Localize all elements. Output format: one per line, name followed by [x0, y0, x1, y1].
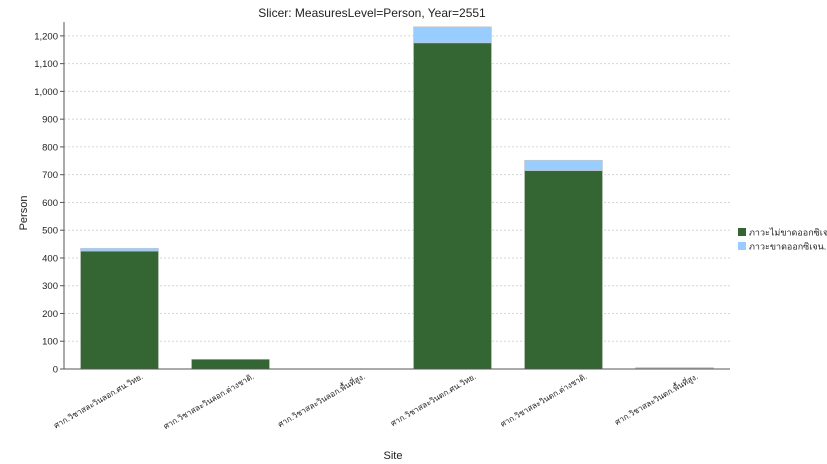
x-axis-label: Site [384, 450, 403, 462]
y-axis-label: Person [18, 196, 30, 231]
bar-segment-min [635, 367, 714, 369]
bar-segment-1 [80, 250, 159, 370]
y-tick-label: 500 [42, 226, 58, 237]
y-tick-label: 100 [42, 337, 58, 348]
bar-segment-1 [413, 42, 492, 370]
gridlines [64, 35, 730, 342]
y-tick-label: 600 [42, 198, 58, 209]
x-tick-label: ศาก.วิชาสละวินลอก.ศน.วิทย. [52, 372, 144, 430]
y-tick-label: 300 [42, 281, 58, 292]
legend-label: ภาวะไม่ขาดออกซิเจน. [749, 228, 827, 238]
y-tick-label: 0 [53, 365, 58, 376]
legend: ภาวะไม่ขาดออกซิเจน. ภาวะขาดออกซิเจน. [738, 228, 827, 252]
y-tick-label: 1,100 [34, 59, 58, 70]
axes [63, 22, 730, 370]
y-tick-label: 800 [42, 142, 58, 153]
x-tick-label: ศาก.วิชาสละวินลอก.พื้นที่สูง. [275, 370, 367, 430]
bars [80, 26, 714, 370]
legend-label: ภาวะขาดออกซิเจน. [749, 242, 826, 252]
y-tick-label: 400 [42, 253, 58, 264]
y-tick-label: 1,000 [34, 87, 58, 98]
x-tick-label: ศาก.วิชาสละวินตก.พื้นที่สูง. [612, 370, 700, 428]
y-axis-ticks: 0 100 200 300 400 500 600 700 800 900 1,000 1,100 1,… [34, 31, 64, 376]
x-tick-label: ศาก.วิชาสละวินตก.ศน.วิทย. [389, 372, 477, 428]
bar-segment-2 [524, 159, 603, 171]
y-tick-label: 900 [42, 115, 58, 126]
bar-segment-1 [191, 358, 270, 370]
y-tick-label: 700 [42, 170, 58, 181]
x-axis-ticks: ศาก.วิชาสละวินลอก.ศน.วิทย. ศาก.วิชาสละวิน… [52, 370, 700, 431]
legend-swatch [738, 228, 746, 236]
chart-title: Slicer: MeasuresLevel=Person, Year=2551 [258, 6, 486, 20]
x-tick-label: ศาก.วิชาสละวินตก.ต่างชาติ. [499, 372, 589, 429]
bar-segment-2 [80, 247, 159, 252]
y-tick-label: 200 [42, 309, 58, 320]
bar-segment-2 [413, 26, 492, 44]
y-tick-label: 1,200 [34, 31, 58, 42]
legend-swatch [738, 242, 746, 250]
x-tick-label: ศาก.วิชาสละวินลอก.ต่างชาติ. [162, 372, 256, 431]
bar-segment-1 [524, 170, 603, 370]
